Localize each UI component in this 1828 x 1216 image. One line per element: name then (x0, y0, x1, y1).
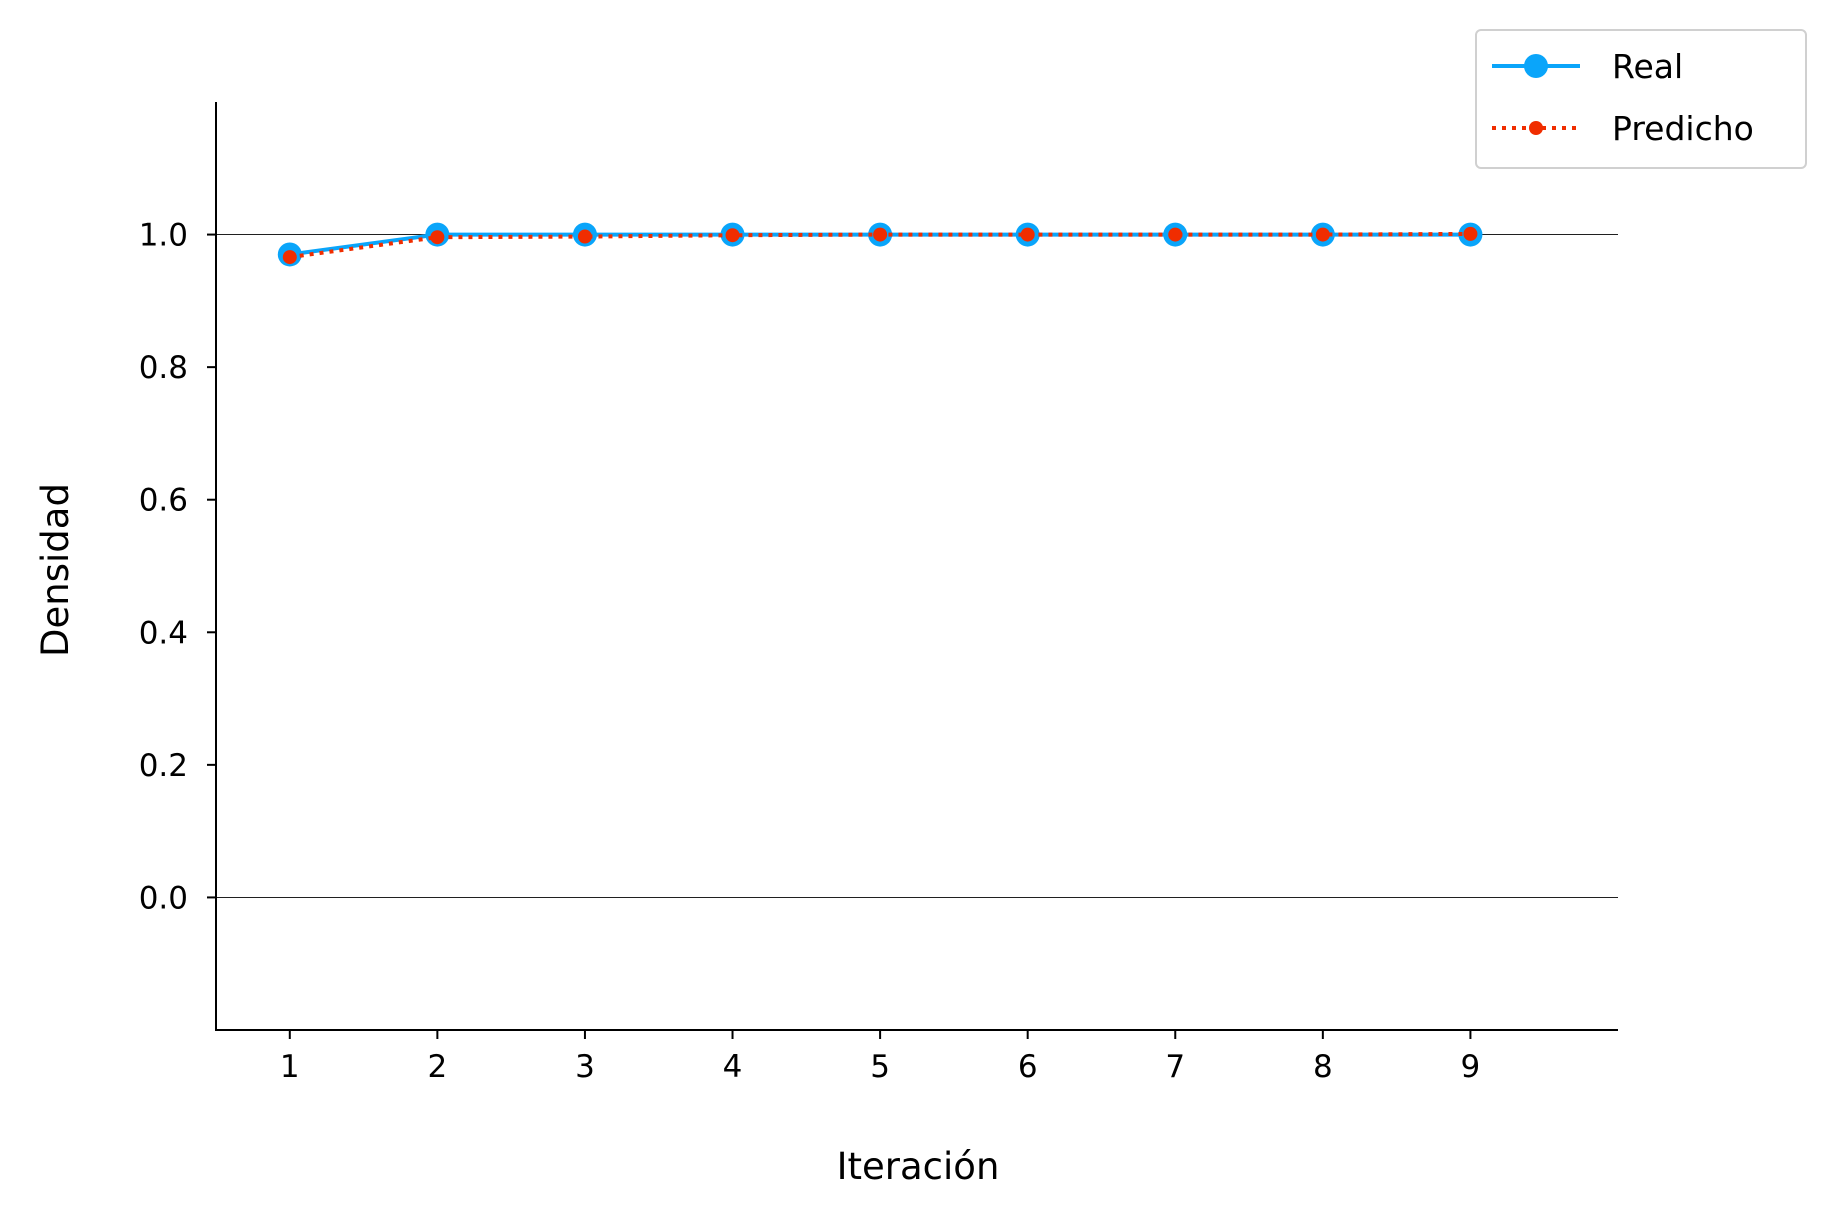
y-tick-label: 0.0 (139, 880, 188, 916)
ticks: 1 2 3 4 5 6 7 8 9 0.0 0.2 0.4 0.6 0.8 1.0 (139, 218, 1481, 1085)
x-tick-label: 6 (1018, 1049, 1038, 1085)
x-tick-label: 9 (1461, 1049, 1481, 1085)
x-tick-label: 5 (870, 1049, 890, 1085)
y-axis-title: Densidad (34, 483, 77, 657)
y-tick-label: 0.6 (139, 483, 188, 519)
y-tick-label: 0.8 (139, 350, 188, 386)
x-tick-label: 3 (575, 1049, 595, 1085)
legend-real-label: Real (1612, 47, 1683, 86)
x-axis-title: Iteración (837, 1145, 1000, 1188)
legend-real-marker (1524, 54, 1548, 78)
y-tick-label: 1.0 (139, 218, 188, 254)
legend-predicho-label: Predicho (1612, 109, 1754, 148)
data-point-predicho (282, 250, 297, 265)
data-point-predicho (1463, 226, 1478, 241)
data-point-predicho (873, 227, 888, 242)
data-point-predicho (1168, 227, 1183, 242)
series-predicho (282, 226, 1478, 265)
data-point-predicho (430, 230, 445, 245)
axes (215, 102, 1618, 1031)
x-tick-label: 8 (1313, 1049, 1333, 1085)
reference-lines (216, 234, 1618, 898)
y-tick-label: 0.2 (139, 748, 188, 784)
x-tick-label: 4 (723, 1049, 743, 1085)
data-point-predicho (577, 229, 592, 244)
x-tick-label: 7 (1165, 1049, 1185, 1085)
x-tick-label: 1 (280, 1049, 300, 1085)
data-point-predicho (725, 228, 740, 243)
data-point-predicho (1020, 227, 1035, 242)
series-layer (277, 222, 1483, 267)
legend: Real Predicho (1475, 29, 1807, 169)
x-tick-label: 2 (428, 1049, 448, 1085)
legend-predicho-marker (1529, 121, 1543, 135)
y-tick-label: 0.4 (139, 615, 188, 651)
data-point-predicho (1315, 227, 1330, 242)
